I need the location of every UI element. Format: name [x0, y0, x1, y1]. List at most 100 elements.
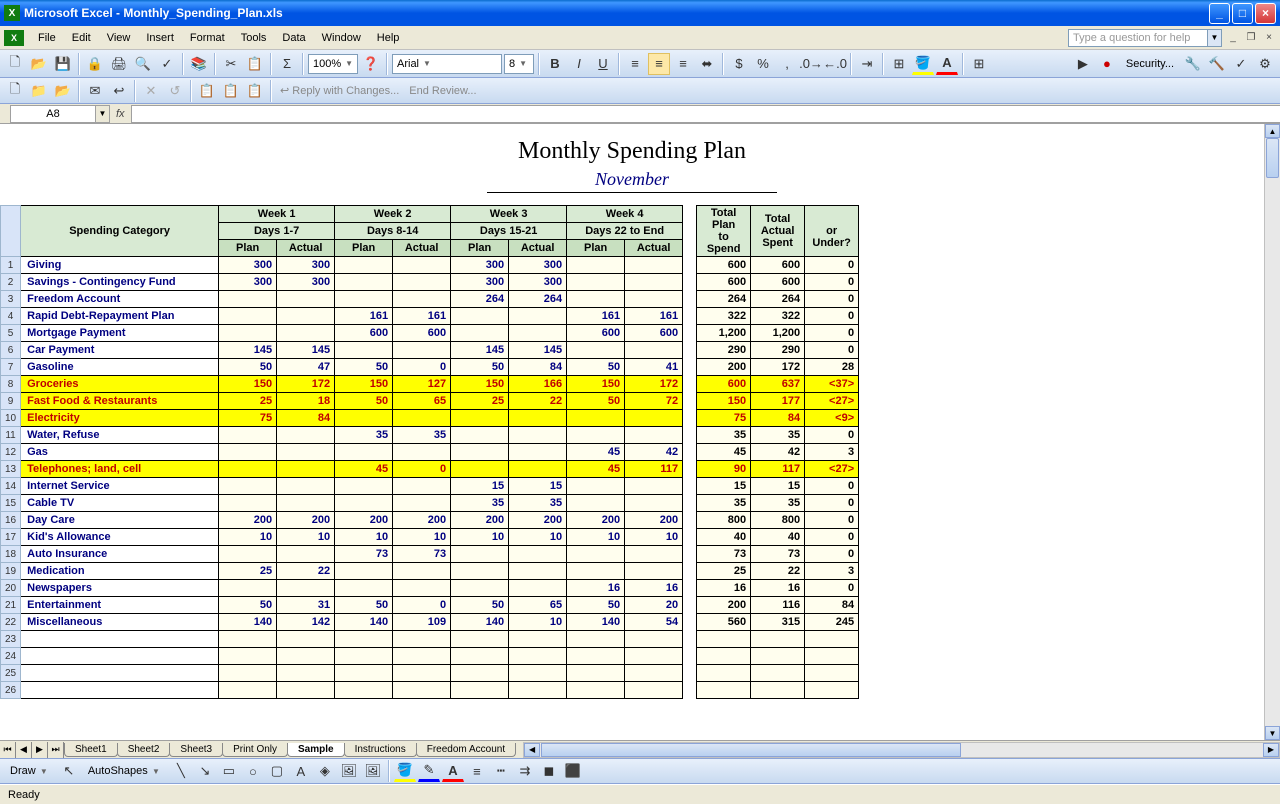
fx-icon[interactable]: fx [116, 108, 125, 120]
r8-icon[interactable]: 📋 [196, 80, 218, 102]
rect-icon[interactable]: ▭ [218, 760, 240, 782]
tab-last[interactable]: ⏭ [48, 742, 64, 758]
table-row[interactable]: 23 [1, 631, 859, 648]
table-row[interactable]: 8Groceries150172150127150166150172600637… [1, 376, 859, 393]
dash-icon[interactable]: ┅ [490, 760, 512, 782]
spending-table[interactable]: Spending CategoryWeek 1Week 2Week 3Week … [0, 205, 859, 699]
tab-first[interactable]: ⏮ [0, 742, 16, 758]
preview-icon[interactable]: 🔍 [132, 53, 154, 75]
name-box[interactable]: A8 [10, 105, 96, 123]
help-search[interactable]: Type a question for help [1068, 29, 1208, 47]
currency-icon[interactable]: $ [728, 53, 750, 75]
line-style-icon[interactable]: ≡ [466, 760, 488, 782]
sheet-tab-sheet1[interactable]: Sheet1 [64, 743, 118, 757]
indent-icon[interactable]: ⇥ [856, 53, 878, 75]
research-icon[interactable]: 📚 [188, 53, 210, 75]
end-review[interactable]: End Review... [405, 85, 480, 97]
t4-icon[interactable]: ⚙ [1254, 53, 1276, 75]
sheet-tab-sheet2[interactable]: Sheet2 [117, 743, 171, 757]
sheet-tab-freedom-account[interactable]: Freedom Account [416, 743, 516, 757]
help-dropdown[interactable]: ▼ [1208, 29, 1222, 47]
bold-icon[interactable]: B [544, 53, 566, 75]
draw-button[interactable]: Draw ▼ [4, 765, 56, 777]
table-row[interactable]: 2Savings - Contingency Fund3003003003006… [1, 274, 859, 291]
tab-prev[interactable]: ◀ [16, 742, 32, 758]
table-row[interactable]: 25 [1, 665, 859, 682]
sheet-tab-print-only[interactable]: Print Only [222, 743, 288, 757]
open-icon[interactable]: 📂 [28, 53, 50, 75]
sheet-tab-sample[interactable]: Sample [287, 743, 345, 757]
formula-input[interactable] [131, 105, 1280, 123]
arrow-style-icon[interactable]: ⇉ [514, 760, 536, 782]
r5-icon[interactable]: ↩ [108, 80, 130, 102]
3d-icon[interactable]: ⬛ [562, 760, 584, 782]
menu-view[interactable]: View [99, 29, 139, 47]
table-row[interactable]: 7Gasoline50475005084504120017228 [1, 359, 859, 376]
dec-decimal-icon[interactable]: ←.0 [824, 53, 846, 75]
comma-icon[interactable]: , [776, 53, 798, 75]
menu-format[interactable]: Format [182, 29, 233, 47]
shadow-icon[interactable]: ◼ [538, 760, 560, 782]
table-row[interactable]: 24 [1, 648, 859, 665]
underline-icon[interactable]: U [592, 53, 614, 75]
paste-icon[interactable]: 📋 [244, 53, 266, 75]
reply-changes[interactable]: ↩ Reply with Changes... [276, 84, 403, 97]
fill-icon[interactable]: 🪣 [394, 760, 416, 782]
autoshapes-button[interactable]: AutoShapes ▼ [82, 765, 168, 777]
menu-file[interactable]: File [30, 29, 64, 47]
vertical-scrollbar[interactable]: ▲ ▼ [1264, 124, 1280, 740]
tab-next[interactable]: ▶ [32, 742, 48, 758]
horizontal-scrollbar[interactable]: ◀▶ [523, 742, 1280, 758]
font-combo[interactable]: Arial▼ [392, 54, 502, 74]
align-center-icon[interactable]: ≡ [648, 53, 670, 75]
table-row[interactable]: 18Auto Insurance737373730 [1, 546, 859, 563]
diagram-icon[interactable]: ◈ [314, 760, 336, 782]
menu-edit[interactable]: Edit [64, 29, 99, 47]
cut-icon[interactable]: ✂ [220, 53, 242, 75]
run-icon[interactable]: ▶ [1072, 53, 1094, 75]
table-row[interactable]: 4Rapid Debt-Repayment Plan16116116116132… [1, 308, 859, 325]
r10-icon[interactable]: 📋 [244, 80, 266, 102]
table-row[interactable]: 16Day Care200200200200200200200200800800… [1, 512, 859, 529]
r6-icon[interactable]: ✕ [140, 80, 162, 102]
doc-restore[interactable]: ❐ [1244, 31, 1258, 45]
sheet-tab-sheet3[interactable]: Sheet3 [169, 743, 223, 757]
r9-icon[interactable]: 📋 [220, 80, 242, 102]
percent-icon[interactable]: % [752, 53, 774, 75]
close-button[interactable]: × [1255, 3, 1276, 24]
picture-icon[interactable]: 🖼 [362, 760, 384, 782]
r2-icon[interactable]: 📁 [28, 80, 50, 102]
oval-icon[interactable]: ○ [242, 760, 264, 782]
fill-color-icon[interactable]: 🪣 [912, 53, 934, 75]
font-size-combo[interactable]: 8▼ [504, 54, 534, 74]
t1-icon[interactable]: 🔧 [1182, 53, 1204, 75]
table-row[interactable]: 5Mortgage Payment6006006006001,2001,2000 [1, 325, 859, 342]
new-icon[interactable]: 🗋 [4, 53, 26, 75]
table-row[interactable]: 14Internet Service151515150 [1, 478, 859, 495]
help-icon[interactable]: ❓ [360, 53, 382, 75]
security-button[interactable]: Security... [1120, 58, 1180, 70]
menu-window[interactable]: Window [314, 29, 369, 47]
table-row[interactable]: 26 [1, 682, 859, 699]
font-color-icon[interactable]: A [936, 53, 958, 75]
borders-icon[interactable]: ⊞ [888, 53, 910, 75]
align-left-icon[interactable]: ≡ [624, 53, 646, 75]
zoom-combo[interactable]: 100%▼ [308, 54, 358, 74]
select-icon[interactable]: ↖ [58, 760, 80, 782]
line-color-icon[interactable]: ✎ [418, 760, 440, 782]
maximize-button[interactable]: □ [1232, 3, 1253, 24]
table-row[interactable]: 22Miscellaneous1401421401091401014054560… [1, 614, 859, 631]
table-row[interactable]: 20Newspapers161616160 [1, 580, 859, 597]
table-row[interactable]: 1Giving3003003003006006000 [1, 257, 859, 274]
table-row[interactable]: 11Water, Refuse353535350 [1, 427, 859, 444]
doc-close[interactable]: × [1262, 31, 1276, 45]
merge-icon[interactable]: ⬌ [696, 53, 718, 75]
arrow-icon[interactable]: ↘ [194, 760, 216, 782]
sheet-tab-instructions[interactable]: Instructions [344, 743, 417, 757]
r7-icon[interactable]: ↺ [164, 80, 186, 102]
r3-icon[interactable]: 📂 [52, 80, 74, 102]
print-icon[interactable]: 🖨 [108, 53, 130, 75]
t3-icon[interactable]: ✓ [1230, 53, 1252, 75]
doc-minimize[interactable]: _ [1226, 31, 1240, 45]
table-row[interactable]: 21Entertainment50315005065502020011684 [1, 597, 859, 614]
